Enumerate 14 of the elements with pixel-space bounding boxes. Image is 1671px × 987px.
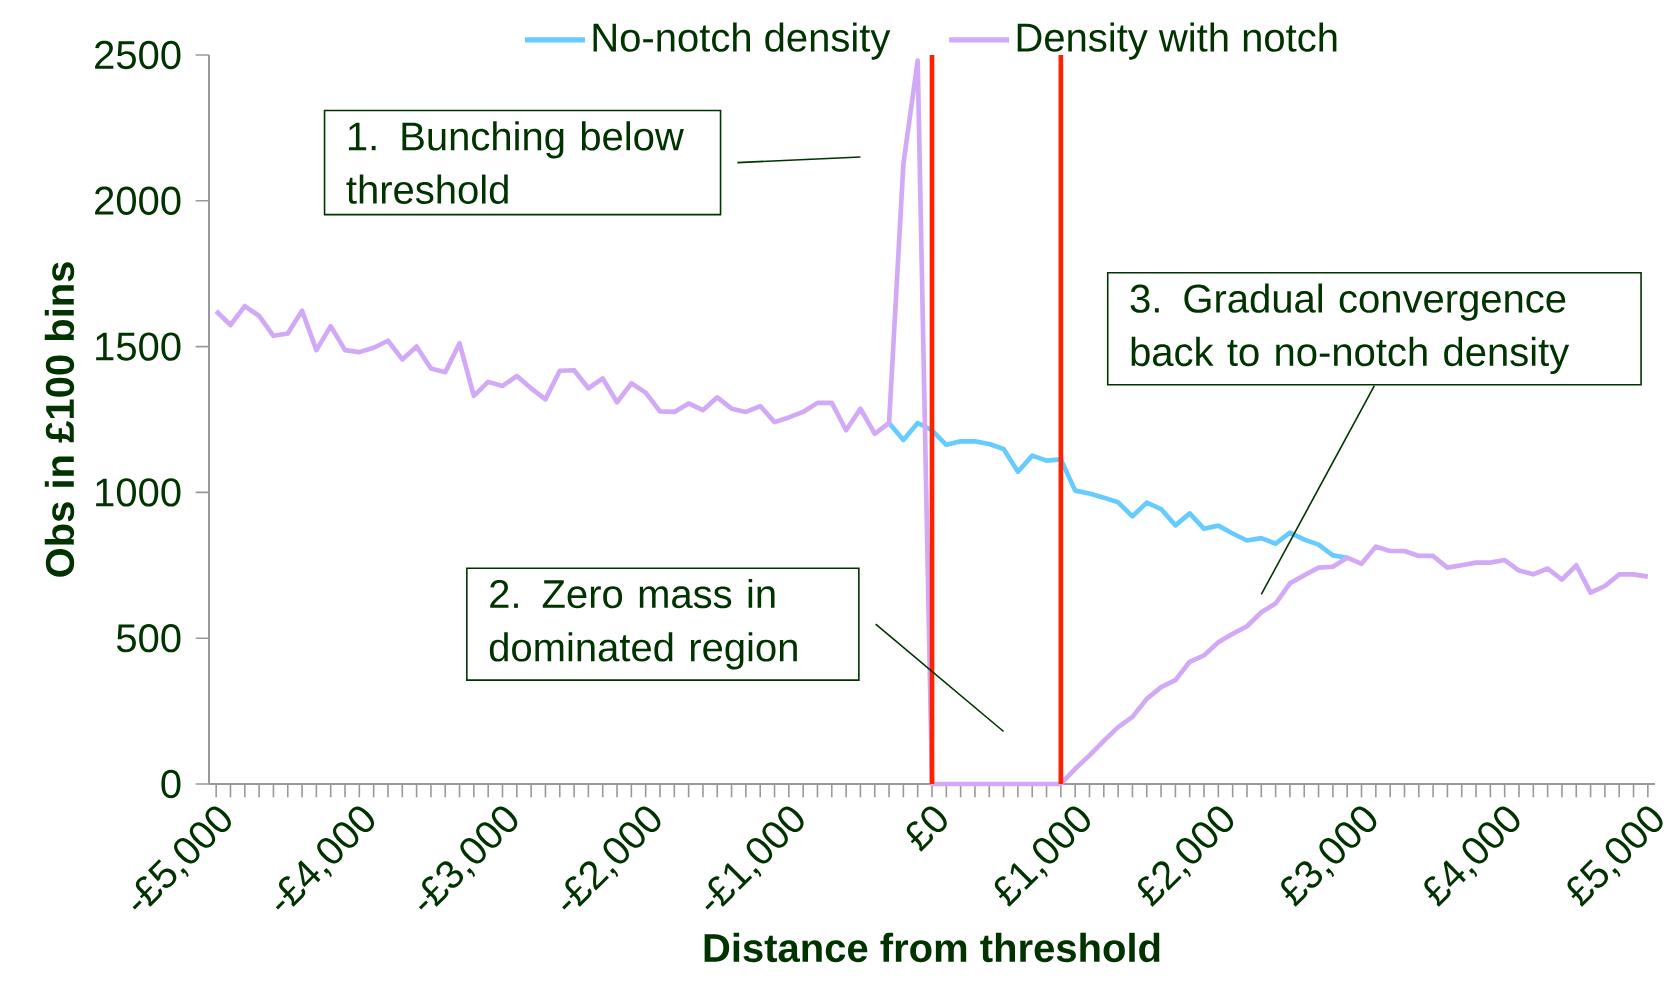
x-tick-label: £0 — [906, 806, 947, 852]
annotation: 2. Zero mass in dominated region — [489, 578, 797, 670]
y-tick-label: 2000 — [95, 186, 181, 215]
y-tick-label: 2500 — [95, 40, 181, 70]
x-axis-title: Distance from threshold — [704, 932, 1160, 963]
y-tick-label: 1000 — [96, 478, 181, 507]
y-tick-label: 0 — [161, 769, 181, 799]
annotation: 3. Gradual convergence back to no-notch density — [1130, 283, 1570, 375]
y-tick-label: 500 — [116, 624, 181, 653]
annotation: 1. Bunching below threshold — [346, 121, 684, 204]
y-axis-title: Obs in £100 bins — [44, 262, 75, 577]
legend-label: No-notch density — [593, 22, 891, 60]
y-tick-label: 1500 — [96, 332, 181, 361]
legend-label: Density with notch — [1017, 22, 1337, 60]
